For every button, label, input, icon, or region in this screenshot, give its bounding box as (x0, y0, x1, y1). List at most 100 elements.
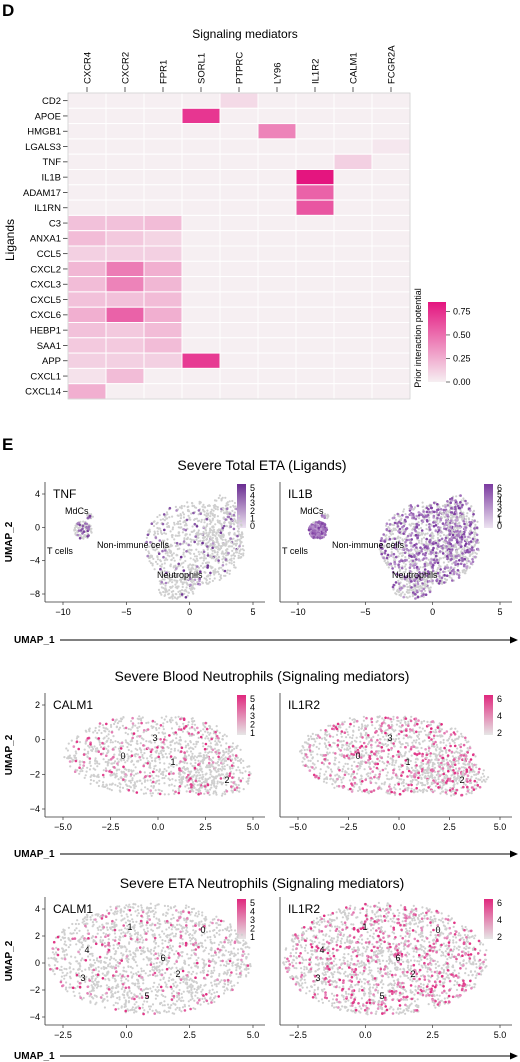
cell-dot (235, 521, 238, 524)
x-tick-label: 0.0 (152, 822, 165, 832)
cell-dot (217, 767, 220, 771)
cell-dot (170, 740, 174, 743)
cell-dot (410, 766, 413, 770)
cell-dot (169, 596, 172, 599)
cell-dot (175, 764, 178, 767)
cell-dot (187, 514, 190, 517)
cell-dot (208, 724, 211, 728)
cell-dot (211, 544, 215, 547)
cell-dot (133, 787, 136, 790)
cell-dot (427, 558, 430, 561)
cell-dot (237, 533, 241, 536)
cell-dot (98, 729, 101, 732)
cell-dot (201, 770, 204, 773)
heatmap-cell-saa1-cxcr2 (105, 337, 145, 354)
cell-dot (417, 750, 420, 753)
cell-dot (155, 544, 158, 547)
cell-dot (94, 762, 97, 765)
expressing-cell-dot (437, 508, 440, 511)
cell-dot (186, 784, 189, 787)
cell-dot (148, 528, 151, 531)
expressing-cell-dot (175, 541, 179, 545)
cell-dot (347, 773, 350, 776)
cell-dot (233, 561, 236, 564)
cell-dot (208, 577, 211, 580)
expressing-cell-dot (179, 750, 183, 753)
cell-dot (228, 572, 231, 575)
cell-dot (239, 759, 242, 762)
expressing-cell-dot (409, 513, 413, 516)
expressing-cell-dot (314, 521, 318, 524)
cell-dot (209, 527, 212, 530)
cell-dot (207, 512, 210, 515)
cell-dot (182, 516, 185, 519)
expressing-cell-dot (448, 533, 452, 536)
cell-dot (434, 573, 437, 576)
cell-dot (465, 520, 468, 523)
heatmap-cell-cxcl3-fpr1 (143, 276, 183, 293)
cell-dot (205, 514, 208, 518)
expressing-cell-dot (413, 584, 417, 587)
expressing-cell-dot (472, 513, 475, 516)
expressing-cell-dot (428, 510, 431, 514)
expressing-cell-dot (324, 527, 328, 531)
y-tick-label: −4 (30, 804, 40, 814)
heatmap-cell-il1rn-cxcr4 (67, 199, 107, 216)
cell-dot (214, 507, 217, 511)
cell-dot (455, 495, 458, 498)
heatmap-cell-cxcl3-sorl1 (181, 276, 221, 293)
colorbar-tick-label: 4 (250, 491, 255, 501)
expressing-cell-dot (247, 773, 251, 777)
colorbar-tick-label: 6 (497, 694, 502, 704)
cell-dot (191, 590, 194, 593)
expressing-cell-dot (146, 762, 149, 765)
cell-dot (181, 566, 184, 569)
heatmap-cell-cd2-ptprc (219, 92, 259, 109)
cell-dot (159, 529, 162, 533)
cell-dot (213, 573, 216, 576)
cell-dot (219, 767, 222, 771)
expressing-cell-dot (193, 522, 197, 526)
expressing-cell-dot (463, 535, 467, 538)
cell-dot (190, 758, 193, 761)
cell-dot (104, 767, 107, 770)
cell-dot (208, 581, 211, 584)
cell-dot (239, 761, 243, 765)
heatmap-cell-cd2-calm1 (333, 92, 373, 109)
expressing-cell-dot (438, 550, 442, 553)
cell-dot (466, 559, 469, 562)
expressing-cell-dot (416, 504, 420, 508)
expressing-cell-dot (459, 501, 462, 504)
cell-dot (193, 529, 196, 532)
expressing-cell-dot (456, 540, 459, 544)
heatmap-cell-anxa1-cxcr2 (105, 230, 145, 247)
heatmap-cell-lgals3-fpr1 (143, 138, 183, 155)
cell-dot (118, 768, 121, 771)
cell-dot (192, 743, 195, 746)
cell-dot (333, 759, 337, 762)
row-label-cd2: CD2 (42, 96, 61, 107)
cell-dot (136, 735, 139, 738)
cell-dot (398, 515, 401, 518)
cell-dot (148, 560, 151, 563)
expressing-cell-dot (82, 764, 85, 767)
cell-dot (178, 506, 182, 509)
expressing-cell-dot (227, 515, 231, 519)
cell-dot (182, 766, 185, 769)
cell-dot (420, 532, 423, 535)
cell-dot (149, 792, 152, 795)
expressing-cell-dot (193, 540, 196, 544)
cell-dot (418, 517, 421, 520)
cell-dot (240, 520, 243, 523)
cell-dot (397, 535, 400, 538)
legend-tick-label: 0.25 (453, 353, 471, 363)
heatmap-cell-lgals3-fcgr2a (371, 138, 411, 155)
cell-dot (208, 793, 211, 797)
expressing-cell-dot (425, 556, 428, 560)
cell-dot (199, 765, 202, 768)
cell-dot (233, 532, 236, 535)
expressing-cell-dot (311, 532, 314, 535)
heatmap-cell-cxcl1-fcgr2a (371, 367, 411, 385)
cell-dot (163, 515, 167, 518)
y-tick-label: 0 (35, 522, 40, 532)
